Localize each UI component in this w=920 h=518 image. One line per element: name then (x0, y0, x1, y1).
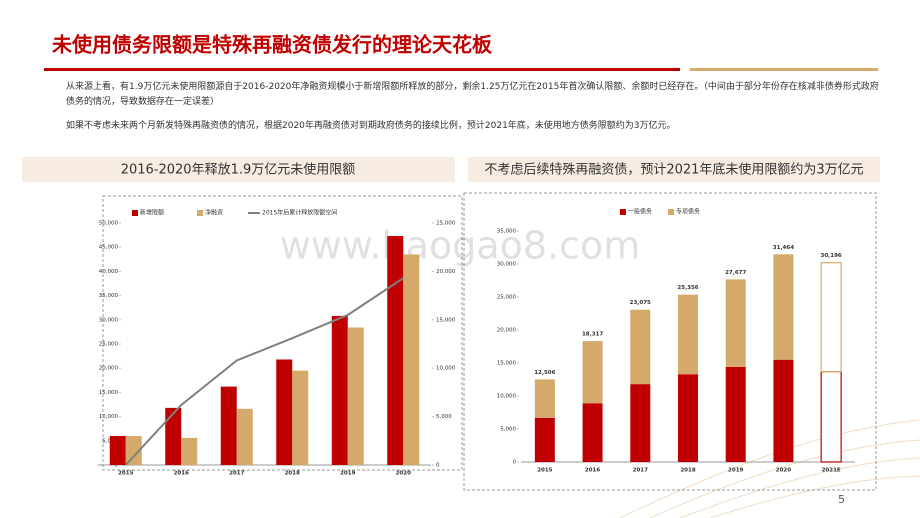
bar-segment (630, 309, 651, 385)
total-label: 31,464 (773, 245, 794, 251)
bar-segment (725, 366, 746, 462)
y2-tick-label: 0 (436, 463, 440, 469)
y-tick-label: 45,000 (99, 245, 119, 251)
x-tick-label: 2020 (396, 471, 411, 477)
y-tick-label: 0 (513, 460, 517, 466)
bar-segment (773, 359, 794, 462)
y-tick-label: 15,000 (99, 390, 119, 396)
bar-segment (820, 370, 842, 463)
y2-tick-label: 10,000 (436, 366, 456, 372)
bar (236, 408, 253, 465)
y2-tick-label: 5,000 (436, 414, 452, 420)
bar-segment (582, 403, 603, 462)
title-rule-accent (690, 68, 878, 71)
chart-frame (102, 195, 463, 471)
legend-swatch (132, 210, 138, 216)
y-tick-label: 25,000 (497, 295, 517, 301)
x-tick-label: 2016 (174, 471, 189, 477)
x-tick-label: 2015 (537, 468, 552, 474)
y2-tick-label: 15,000 (436, 317, 456, 323)
y-tick-label: 30,000 (99, 317, 119, 323)
panel-title: 2016-2020年释放1.9万亿元未使用限额 (121, 162, 356, 178)
total-label: 18,317 (582, 332, 603, 338)
bar (387, 236, 404, 465)
bar (181, 437, 198, 465)
watermark: www.baogao8.com (280, 224, 641, 268)
bar (292, 370, 309, 465)
panel-title: 不考虑后续特殊再融资债，预计2021年底未使用限额约为3万亿元 (484, 162, 863, 178)
total-label: 30,196 (821, 253, 842, 259)
x-tick-label: 2019 (340, 471, 355, 477)
y-tick-label: 35,000 (99, 293, 119, 299)
bar-segment (678, 294, 698, 375)
legend-label: 专项债务 (676, 208, 700, 216)
y-tick-label: 15,000 (497, 361, 517, 367)
x-tick-label: 2021E (822, 468, 841, 474)
bar-segment (773, 254, 794, 360)
title-rule (44, 68, 680, 71)
y2-tick-label: 20,000 (436, 269, 456, 275)
y-tick-label: 25,000 (99, 342, 119, 348)
decoration (619, 419, 920, 518)
bar (331, 315, 348, 465)
legend-label: 一般债务 (628, 208, 652, 216)
bar (276, 359, 293, 465)
x-tick-label: 2019 (728, 468, 743, 474)
panel-header (22, 157, 455, 182)
bar-segment (820, 262, 842, 373)
legend-label: 新增限额 (140, 209, 164, 217)
y-tick-label: 20,000 (99, 366, 119, 372)
bar-segment (630, 384, 651, 462)
x-tick-label: 2018 (680, 468, 695, 474)
bar (165, 407, 182, 465)
panel-header (468, 157, 880, 182)
y-tick-label: 10,000 (99, 414, 119, 420)
bar-segment (582, 341, 603, 404)
y-tick-label: 30,000 (497, 262, 517, 268)
total-label: 27,677 (725, 270, 746, 276)
x-tick-label: 2016 (585, 468, 600, 474)
bar-segment (725, 279, 746, 367)
legend-swatch (197, 210, 203, 216)
y-tick-label: 20,000 (497, 328, 517, 334)
y2-tick-label: 25,000 (436, 221, 456, 227)
paragraph: 从来源上看，有1.9万亿元未使用限额源自于2016-2020年净融资规模小于新增… (66, 82, 879, 107)
total-label: 25,356 (677, 285, 698, 291)
y-tick-label: 40,000 (99, 269, 119, 275)
legend-label: 2015年后累计释放限额空间 (262, 209, 337, 217)
paragraph: 如果不考虑未来两个月新发特殊再融资债的情况，根据2020年再融资债对到期政府债务… (66, 121, 676, 131)
total-label: 12,506 (534, 370, 555, 376)
y-tick-label: 5,000 (500, 427, 516, 433)
x-tick-label: 2017 (633, 468, 648, 474)
legend-label: 净融资 (205, 209, 223, 217)
page-number: 5 (838, 493, 845, 506)
bar (220, 386, 237, 465)
bar (347, 327, 364, 465)
legend-swatch (668, 209, 674, 215)
x-tick-label: 2018 (285, 471, 300, 477)
legend-swatch (620, 209, 626, 215)
line (125, 277, 404, 466)
bar-segment (534, 379, 555, 418)
chart-frame (463, 192, 877, 491)
bar-segment (678, 374, 698, 462)
y-tick-label: 50,000 (99, 221, 119, 227)
bar (125, 435, 142, 465)
bar-segment (534, 417, 555, 462)
x-tick-label: 2015 (118, 471, 133, 477)
slide-title: 未使用债务限额是特殊再融资债发行的理论天花板 (52, 33, 493, 57)
y-tick-label: 35,000 (497, 229, 517, 235)
x-tick-label: 2020 (776, 468, 791, 474)
total-label: 23,075 (630, 300, 651, 306)
bar (109, 435, 126, 465)
bar (403, 254, 420, 465)
y-tick-label: 10,000 (497, 394, 517, 400)
x-tick-label: 2017 (229, 471, 244, 477)
